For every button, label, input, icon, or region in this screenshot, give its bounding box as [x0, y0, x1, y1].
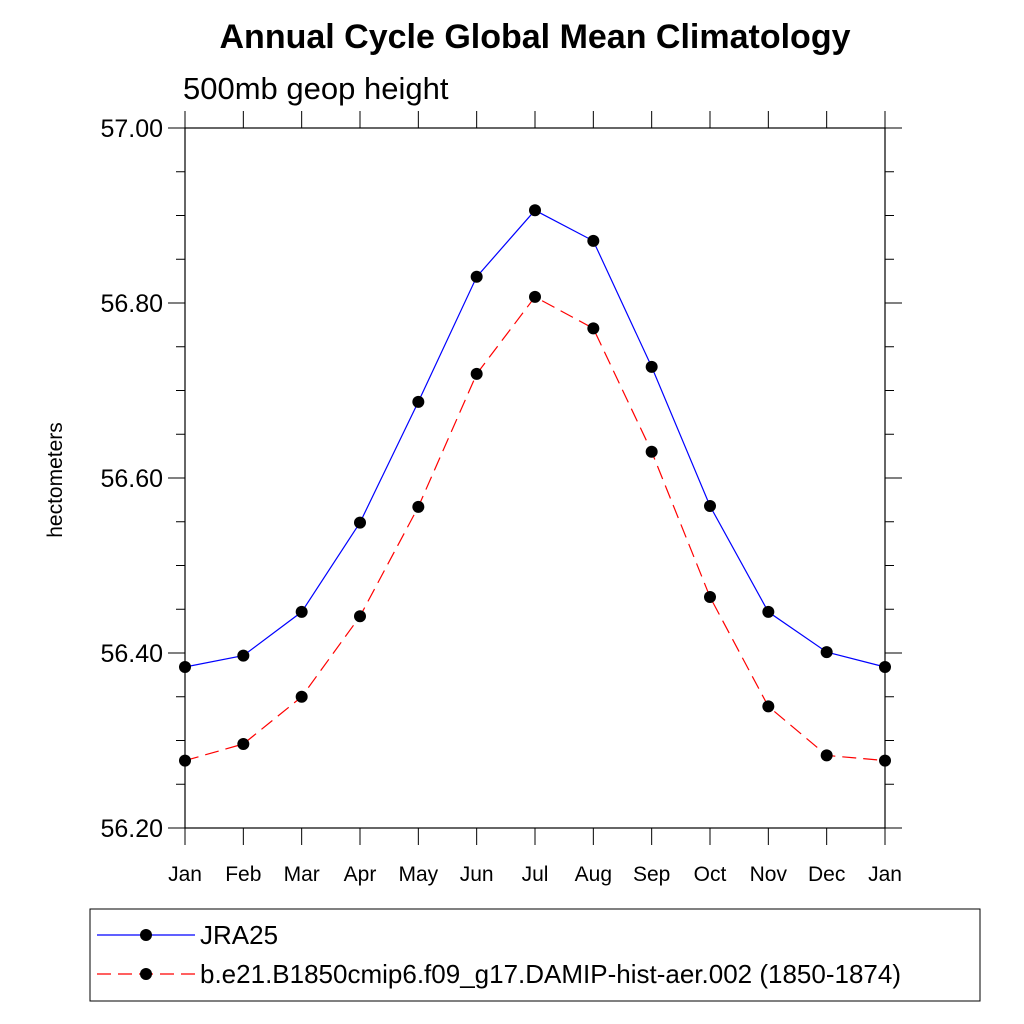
- series-line-0: [184, 209, 886, 668]
- series-1-point: [587, 322, 600, 335]
- series-0-point: [879, 661, 891, 673]
- series-0-point: [354, 516, 366, 529]
- series-1-point: [762, 700, 775, 713]
- plot-frame: [184, 127, 886, 829]
- y-tick-label: 57.00: [100, 115, 163, 143]
- series-0-point: [529, 204, 541, 217]
- x-tick-label: Sep: [633, 863, 670, 886]
- series-1-point: [879, 754, 891, 767]
- x-tick-label: Jul: [522, 863, 549, 886]
- x-tick-label: Dec: [808, 863, 845, 886]
- y-axis-label: hectometers: [44, 422, 67, 538]
- legend: JRA25 b.e21.B1850cmip6.f09_g17.DAMIP-his…: [97, 920, 901, 989]
- series-line-1: [184, 296, 886, 762]
- x-tick-label: Jan: [868, 863, 902, 886]
- series-0-point: [587, 234, 600, 247]
- series-1-point: [645, 445, 658, 458]
- y-tick-label: 56.80: [100, 290, 163, 318]
- series-1-point: [237, 738, 250, 750]
- series-1-point: [354, 610, 366, 623]
- series-0-point: [762, 605, 775, 618]
- series-1-point: [470, 367, 483, 380]
- series-1-point: [412, 500, 425, 513]
- y-tick-label: 56.60: [100, 465, 163, 493]
- series-1-point: [295, 690, 308, 703]
- legend-label-model: b.e21.B1850cmip6.f09_g17.DAMIP-hist-aer.…: [200, 959, 901, 989]
- x-tick-label: Mar: [284, 863, 320, 886]
- series-1-point: [704, 591, 716, 603]
- y-tick-label: 56.20: [100, 815, 163, 843]
- series-0-point: [645, 360, 658, 373]
- x-tick-label: Jan: [168, 863, 202, 886]
- x-tick-label: Feb: [225, 863, 261, 886]
- x-tick-label: Nov: [750, 863, 788, 886]
- series-0-point: [179, 661, 191, 673]
- x-tick-label: May: [398, 863, 438, 886]
- x-tick-label: Aug: [575, 863, 612, 886]
- series-0-point: [704, 500, 716, 512]
- series-0-point: [237, 649, 250, 662]
- x-tick-label: Jun: [460, 863, 494, 886]
- x-tick-label: Apr: [344, 863, 377, 886]
- series-0-point: [295, 605, 308, 618]
- series-0-point: [412, 395, 425, 408]
- series-1-point: [179, 754, 191, 767]
- axis-ticks: 56.20 56.40 56.60 56.80 57.00 Jan Feb Mar Apr May…: [100, 111, 902, 886]
- legend-marker-jra25: [140, 929, 152, 941]
- x-tick-label: Oct: [694, 863, 727, 886]
- chart-title: Annual Cycle Global Mean Climatology: [220, 18, 851, 56]
- chart-subtitle: 500mb geop height: [183, 71, 449, 106]
- series-1-point: [820, 749, 833, 762]
- legend-marker-model: [140, 968, 152, 980]
- series-0-point: [820, 646, 833, 659]
- series-1-point: [529, 290, 541, 303]
- series-layer: [179, 204, 891, 767]
- y-tick-label: 56.40: [100, 640, 163, 668]
- series-0-point: [470, 270, 483, 283]
- legend-label-jra25: JRA25: [200, 920, 278, 950]
- legend-box: [89, 908, 981, 1002]
